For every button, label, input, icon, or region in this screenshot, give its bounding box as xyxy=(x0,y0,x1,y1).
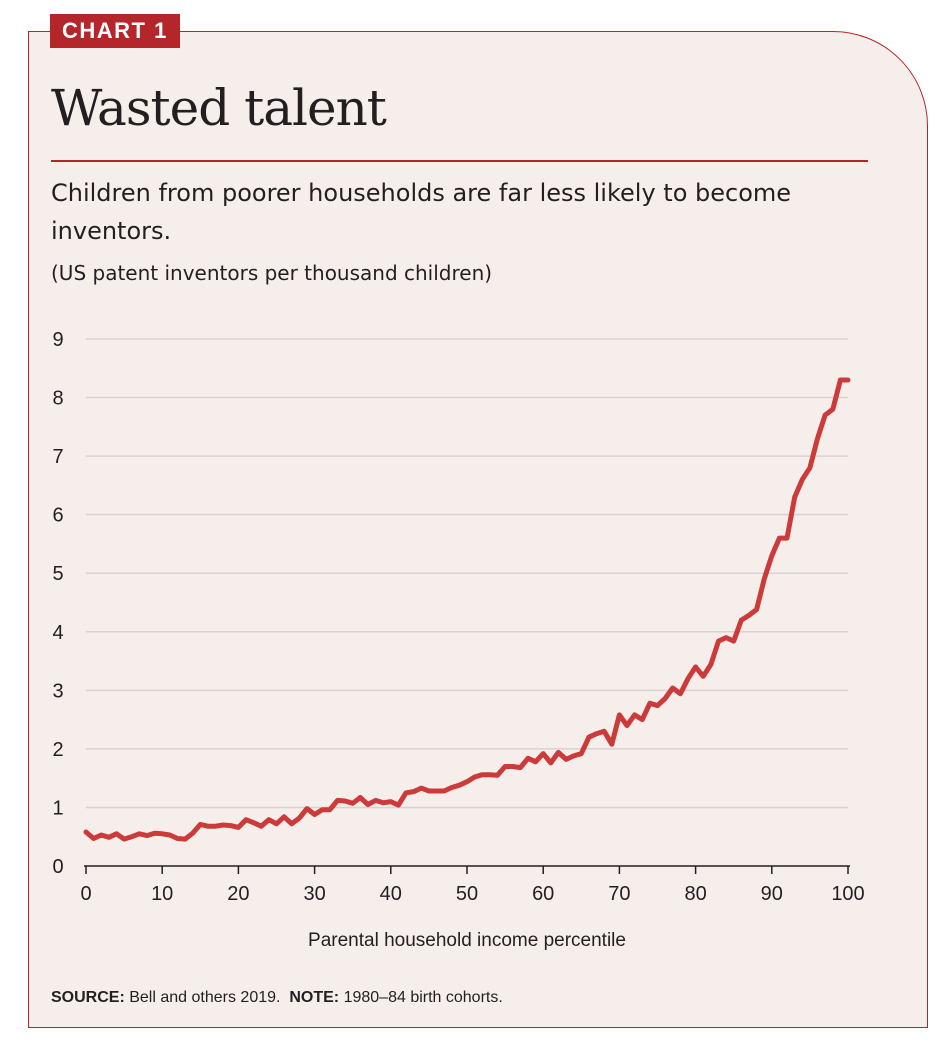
x-axis-tick-labels: 0 10 20 30 40 50 60 70 80 90 100 xyxy=(80,883,864,905)
y-tick-label: 9 xyxy=(52,329,63,351)
x-tick-label: 100 xyxy=(831,883,864,905)
chart-number-tag: CHART 1 xyxy=(50,14,180,48)
x-axis xyxy=(84,865,850,874)
x-tick-label: 80 xyxy=(684,883,706,905)
x-tick-label: 70 xyxy=(608,883,630,905)
x-tick-label: 0 xyxy=(80,883,91,905)
x-tick-label: 60 xyxy=(532,883,554,905)
x-axis-title: Parental household income percentile xyxy=(308,930,626,951)
series-lines xyxy=(83,377,851,842)
note-text: 1980–84 birth cohorts. xyxy=(343,989,503,1006)
y-tick-label: 4 xyxy=(52,622,63,644)
source-label: SOURCE: xyxy=(51,989,125,1006)
x-tick-label: 20 xyxy=(227,883,249,905)
y-tick-label: 3 xyxy=(52,680,63,702)
y-tick-label: 2 xyxy=(52,739,63,761)
y-tick-label: 0 xyxy=(52,856,63,878)
title-rule xyxy=(51,160,868,162)
gridlines xyxy=(86,338,848,809)
source-note: SOURCE: Bell and others 2019. NOTE: 1980… xyxy=(51,986,503,1010)
series-line-0 xyxy=(83,377,851,842)
source-text: Bell and others 2019. xyxy=(129,989,281,1006)
y-tick-label: 6 xyxy=(52,505,63,527)
units-note: (US patent inventors per thousand childr… xyxy=(51,261,493,285)
y-tick-label: 5 xyxy=(52,563,63,585)
y-tick-label: 8 xyxy=(52,388,63,410)
y-tick-label: 7 xyxy=(52,446,63,468)
x-tick-label: 40 xyxy=(380,883,402,905)
y-tick-label: 1 xyxy=(52,797,63,819)
y-axis-tick-labels: 0 1 2 3 4 5 6 7 8 9 xyxy=(52,329,63,878)
x-tick-label: 10 xyxy=(151,883,173,905)
chart-title: Wasted talent xyxy=(51,79,387,137)
x-tick-label: 90 xyxy=(761,883,783,905)
x-tick-label: 50 xyxy=(456,883,478,905)
chart-card xyxy=(28,31,928,1028)
note-label: NOTE: xyxy=(289,989,340,1006)
chart-subtitle: Children from poorer households are far … xyxy=(51,179,792,245)
x-tick-label: 30 xyxy=(303,883,325,905)
